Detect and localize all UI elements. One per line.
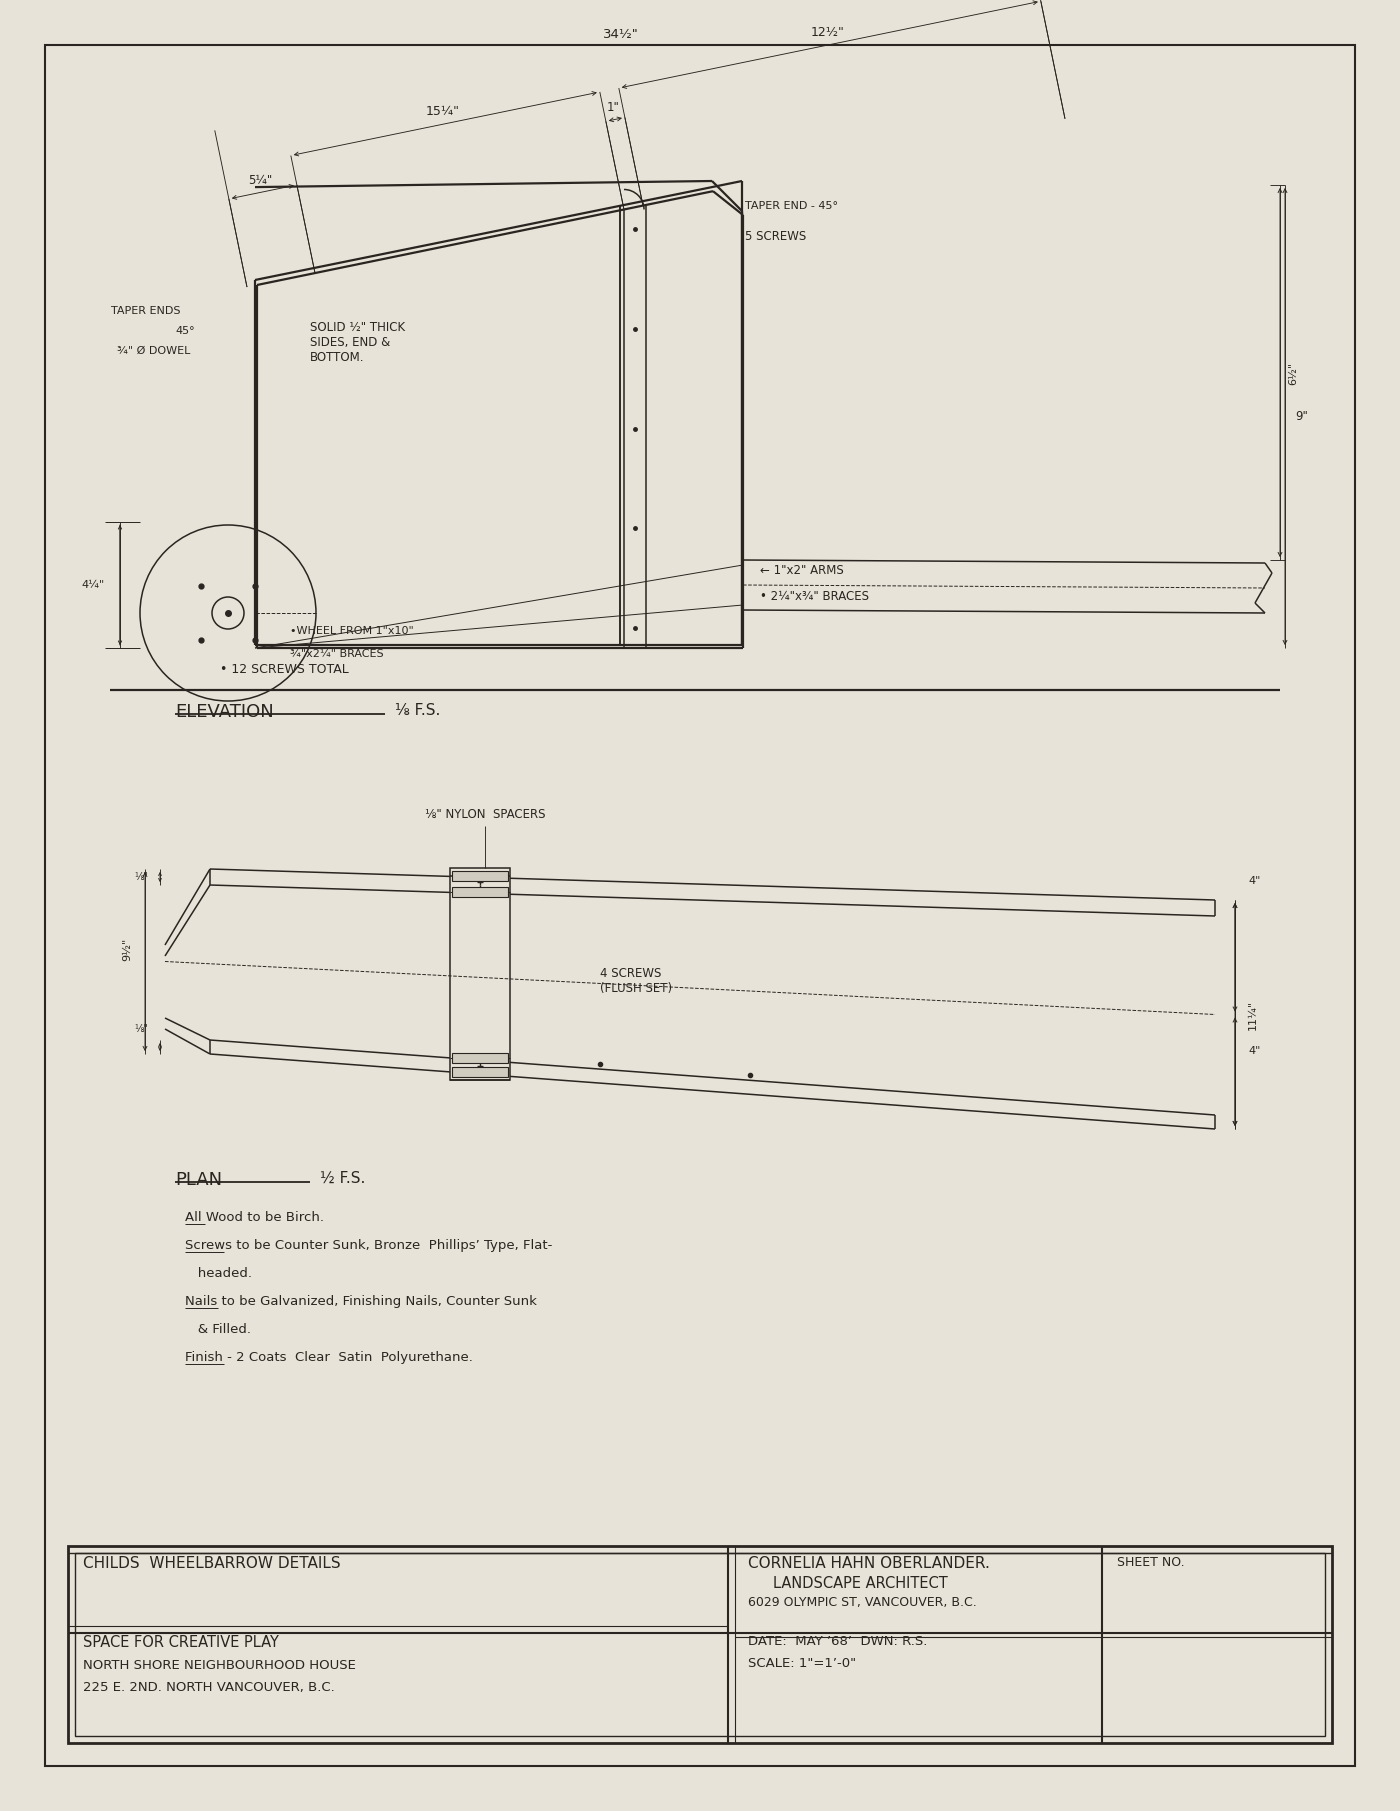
Text: ¾" Ø DOWEL: ¾" Ø DOWEL xyxy=(116,346,190,357)
Text: 225 E. 2ND. NORTH VANCOUVER, B.C.: 225 E. 2ND. NORTH VANCOUVER, B.C. xyxy=(83,1681,335,1693)
Text: ⅛": ⅛" xyxy=(134,873,148,882)
Text: TAPER ENDS: TAPER ENDS xyxy=(111,306,181,315)
Text: & Filled.: & Filled. xyxy=(185,1324,251,1337)
Text: Screws to be Counter Sunk, Bronze  Phillips’ Type, Flat-: Screws to be Counter Sunk, Bronze Philli… xyxy=(185,1239,553,1251)
Text: 1": 1" xyxy=(606,101,619,114)
Text: 12½": 12½" xyxy=(811,27,844,40)
Text: 4": 4" xyxy=(1247,1047,1260,1056)
Text: SPACE FOR CREATIVE PLAY: SPACE FOR CREATIVE PLAY xyxy=(83,1635,279,1650)
Bar xyxy=(449,869,510,1079)
Text: All Wood to be Birch.: All Wood to be Birch. xyxy=(185,1212,323,1224)
Text: SCALE: 1"=1’-0": SCALE: 1"=1’-0" xyxy=(748,1657,857,1670)
Text: 9½": 9½" xyxy=(122,938,132,960)
Text: 9": 9" xyxy=(1295,409,1308,422)
Text: 15¼": 15¼" xyxy=(426,105,459,118)
Text: headed.: headed. xyxy=(185,1268,252,1280)
Text: •WHEEL FROM 1"x10": •WHEEL FROM 1"x10" xyxy=(290,627,414,636)
Text: PLAN: PLAN xyxy=(175,1172,223,1190)
Text: 45°: 45° xyxy=(175,326,195,337)
Text: CORNELIA HAHN OBERLANDER.: CORNELIA HAHN OBERLANDER. xyxy=(748,1556,990,1570)
Bar xyxy=(452,871,508,882)
Text: NORTH SHORE NEIGHBOURHOOD HOUSE: NORTH SHORE NEIGHBOURHOOD HOUSE xyxy=(83,1659,356,1672)
Text: 5¼": 5¼" xyxy=(248,174,273,187)
Text: ½ F.S.: ½ F.S. xyxy=(321,1172,365,1186)
Text: ELEVATION: ELEVATION xyxy=(175,703,274,721)
Text: 5 SCREWS: 5 SCREWS xyxy=(745,230,806,243)
Text: ← 1"x2" ARMS: ← 1"x2" ARMS xyxy=(760,565,844,578)
Text: ⅛ F.S.: ⅛ F.S. xyxy=(395,703,441,717)
Text: SOLID ½" THICK
SIDES, END &
BOTTOM.: SOLID ½" THICK SIDES, END & BOTTOM. xyxy=(309,321,405,364)
Bar xyxy=(76,1554,1324,1737)
Text: LANDSCAPE ARCHITECT: LANDSCAPE ARCHITECT xyxy=(773,1576,948,1592)
Text: ⅛": ⅛" xyxy=(134,1023,148,1034)
Bar xyxy=(452,1067,508,1078)
Text: CHILDS  WHEELBARROW DETAILS: CHILDS WHEELBARROW DETAILS xyxy=(83,1556,340,1570)
Text: 4¼": 4¼" xyxy=(81,580,105,590)
Text: Finish - 2 Coats  Clear  Satin  Polyurethane.: Finish - 2 Coats Clear Satin Polyurethan… xyxy=(185,1351,473,1364)
Text: 4": 4" xyxy=(1247,877,1260,886)
Text: DATE:  MAY ’68’  DWN: R.S.: DATE: MAY ’68’ DWN: R.S. xyxy=(748,1635,927,1648)
Text: ¾"x2¼" BRACES: ¾"x2¼" BRACES xyxy=(290,648,384,659)
Bar xyxy=(452,1052,508,1063)
Text: ⅛" NYLON  SPACERS: ⅛" NYLON SPACERS xyxy=(424,808,545,820)
Text: • 12 SCREWS TOTAL: • 12 SCREWS TOTAL xyxy=(220,663,349,676)
Text: • 2¼"x¾" BRACES: • 2¼"x¾" BRACES xyxy=(760,590,869,603)
Bar xyxy=(452,887,508,898)
Bar xyxy=(69,1547,1331,1742)
Text: 6029 OLYMPIC ST, VANCOUVER, B.C.: 6029 OLYMPIC ST, VANCOUVER, B.C. xyxy=(748,1595,977,1608)
Text: SHEET NO.: SHEET NO. xyxy=(1117,1556,1184,1568)
Text: 11¼": 11¼" xyxy=(1247,1000,1259,1030)
Text: TAPER END - 45°: TAPER END - 45° xyxy=(745,201,839,212)
Text: 6½": 6½" xyxy=(1288,362,1298,384)
Text: 34½": 34½" xyxy=(603,27,640,42)
Text: Nails to be Galvanized, Finishing Nails, Counter Sunk: Nails to be Galvanized, Finishing Nails,… xyxy=(185,1295,536,1308)
Text: 4 SCREWS
(FLUSH SET): 4 SCREWS (FLUSH SET) xyxy=(601,967,672,994)
